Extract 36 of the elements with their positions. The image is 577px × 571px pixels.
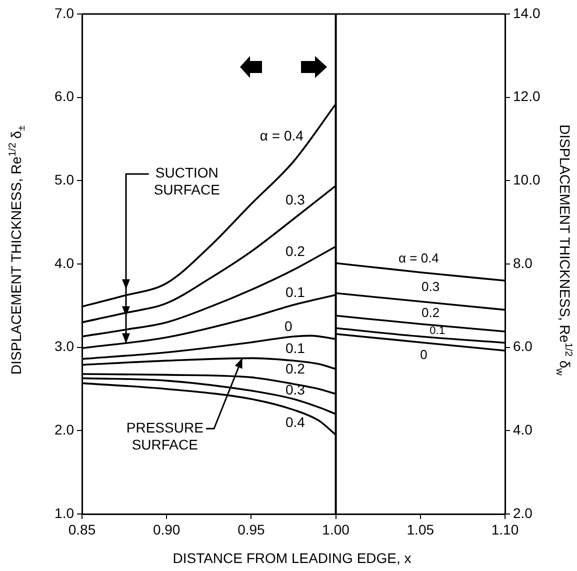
- y2-tick-label: 8.0: [513, 254, 533, 271]
- annotation: 0.1: [430, 325, 445, 338]
- y-tick-label: 2.0: [54, 422, 74, 438]
- annotation: 0.2: [285, 243, 306, 260]
- annotation: 0.4: [285, 414, 306, 430]
- annotation: 0: [420, 347, 428, 362]
- annotation: PRESSURE SURFACE: [126, 420, 204, 453]
- annotation: SUCTION SURFACE: [154, 164, 220, 198]
- annotation: 0: [284, 318, 293, 334]
- y-tick-label: 6.0: [54, 88, 74, 104]
- x-tick-label: 1.10: [491, 521, 519, 538]
- x-tick-label: 0.95: [238, 521, 266, 538]
- y2-tick-label: 14.0: [513, 4, 540, 21]
- y2-tick-label: 2.0: [513, 504, 533, 521]
- y2-tick-label: 12.0: [513, 88, 540, 104]
- y-tick-label: 1.0: [54, 504, 74, 521]
- annotation: 0.1: [285, 284, 306, 300]
- y-tick-label: 7.0: [54, 4, 74, 21]
- y2-tick-label: 10.0: [513, 172, 540, 188]
- annotation: 0.2: [285, 360, 306, 377]
- annotation: 0.3: [422, 278, 440, 294]
- y-tick-label: 5.0: [54, 172, 74, 188]
- x-tick-label: 1.00: [322, 521, 350, 538]
- annotation: 0.3: [285, 192, 306, 208]
- annotation: α = 0.4: [398, 250, 439, 266]
- x-tick-label: 1.05: [406, 521, 434, 538]
- annotation: 0.1: [285, 340, 306, 356]
- x-tick-label: 0.85: [68, 521, 96, 538]
- x-axis-title: DISTANCE FROM LEADING EDGE, x: [172, 550, 412, 566]
- annotation: 0.2: [422, 305, 440, 320]
- y-tick-label: 4.0: [54, 254, 74, 271]
- x-tick-label: 0.90: [152, 521, 180, 538]
- annotation: α = 0.4: [260, 127, 304, 144]
- y2-tick-label: 6.0: [513, 338, 533, 354]
- y2-tick-label: 4.0: [513, 422, 533, 438]
- y-tick-label: 3.0: [54, 338, 74, 354]
